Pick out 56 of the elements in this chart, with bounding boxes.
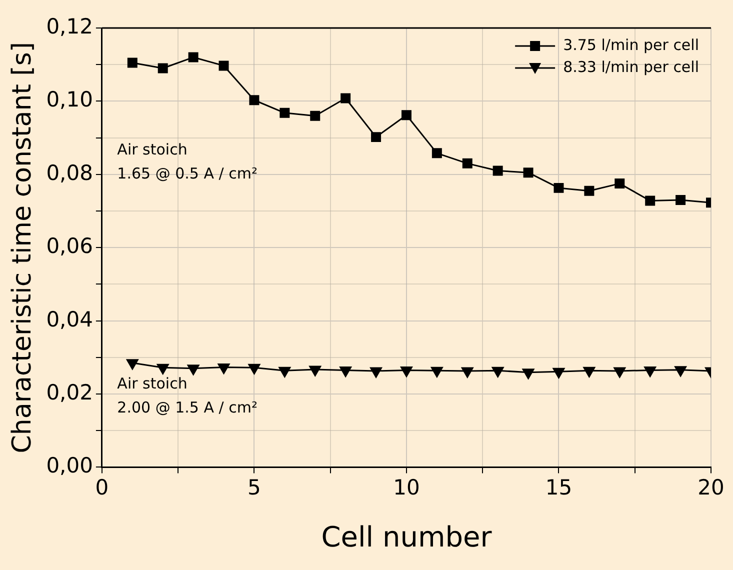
point [583, 366, 596, 378]
point [278, 366, 291, 378]
point [371, 132, 382, 142]
point [156, 364, 169, 374]
point [280, 108, 290, 118]
annotation: Air stoich 2.00 @ 1.5 A / cm² [117, 374, 258, 417]
x-tick-label: 5 [248, 475, 261, 500]
x-tick-label: 0 [95, 475, 109, 500]
point [523, 168, 534, 178]
y-tick-label: 0,06 [46, 234, 93, 258]
point [400, 366, 412, 377]
point [127, 58, 138, 68]
y-tick-label: 0,02 [46, 380, 93, 404]
x-tick-label: 15 [545, 475, 572, 500]
y-tick-label: 0,12 [46, 14, 93, 38]
point [674, 366, 686, 377]
y-tick-label: 0,08 [46, 160, 93, 185]
x-tick-label: 20 [698, 475, 724, 500]
point [370, 367, 382, 378]
legend-label: 3.75 l/min per cell [563, 36, 699, 54]
point [492, 166, 503, 176]
point [248, 364, 260, 374]
point [614, 178, 625, 189]
point [188, 52, 198, 62]
point [461, 367, 474, 378]
point [522, 368, 534, 380]
point [218, 60, 229, 71]
point [309, 366, 322, 376]
point [614, 367, 626, 378]
point [249, 95, 260, 106]
point [552, 368, 565, 378]
y-axis-title: Characteristic time constant [s] [7, 42, 38, 454]
y-tick-label: 0,00 [46, 454, 93, 478]
point [187, 364, 200, 376]
point [126, 359, 138, 370]
point [554, 182, 564, 193]
point [645, 196, 656, 206]
legend-label: 8.33 l/min per cell [563, 58, 699, 76]
point [462, 158, 472, 168]
x-tick-label: 10 [393, 475, 420, 500]
point [340, 366, 352, 377]
point [492, 366, 504, 378]
point [218, 364, 230, 374]
point [310, 110, 320, 121]
point [401, 110, 412, 120]
y-tick-label: 0,04 [46, 307, 93, 332]
point [584, 186, 594, 196]
point [340, 93, 351, 104]
y-tick-label: 0,10 [46, 88, 93, 112]
point [644, 366, 656, 377]
point [158, 63, 168, 74]
point [430, 366, 443, 378]
x-axis-title: Cell number [321, 520, 492, 554]
point [432, 148, 442, 158]
annotation: Air stoich 1.65 @ 0.5 A / cm² [117, 140, 258, 182]
point [676, 195, 686, 206]
